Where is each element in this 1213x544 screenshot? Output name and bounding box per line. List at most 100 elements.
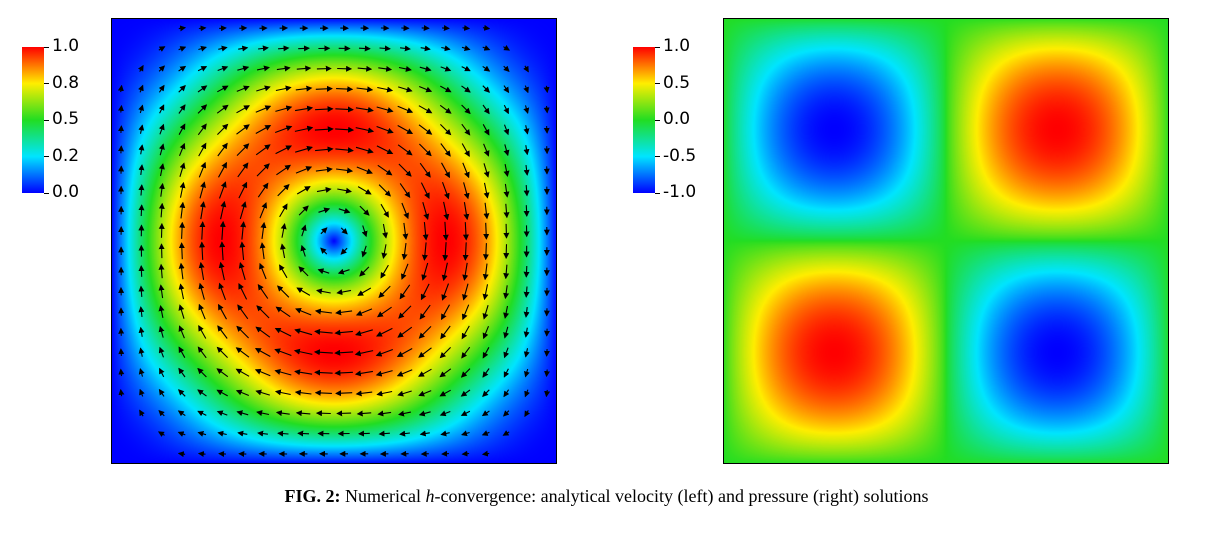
- velocity-arrow: [335, 126, 355, 133]
- velocity-plot-frame: [111, 18, 557, 464]
- velocity-arrow: [340, 247, 348, 255]
- velocity-arrow: [314, 328, 333, 335]
- velocity-arrow: [178, 346, 186, 358]
- velocity-arrow: [338, 207, 351, 214]
- velocity-arrow: [236, 410, 249, 417]
- velocity-arrow: [440, 65, 452, 72]
- velocity-arrow: [335, 147, 354, 154]
- velocity-arrow: [361, 225, 368, 238]
- velocity-arrow: [178, 104, 186, 114]
- velocity-arrow: [197, 104, 208, 114]
- velocity-arrow: [199, 201, 206, 220]
- velocity-arrow: [439, 347, 451, 359]
- velocity-arrow: [461, 45, 471, 51]
- velocity-arrow: [300, 244, 307, 257]
- velocity-arrow: [138, 144, 145, 155]
- velocity-arrow: [482, 305, 489, 320]
- pressure-field-plot: [723, 18, 1169, 464]
- velocity-arrow: [482, 243, 489, 261]
- velocity-arrow: [422, 222, 429, 241]
- velocity-arrow: [439, 104, 452, 114]
- velocity-arrow: [198, 142, 207, 157]
- velocity-arrow: [198, 282, 205, 300]
- velocity-arrow: [355, 127, 375, 134]
- velocity-arrow: [317, 268, 330, 275]
- velocity-arrow: [376, 145, 394, 155]
- velocity-arrow: [138, 84, 144, 93]
- velocity-arrow: [315, 85, 333, 92]
- velocity-arrow: [462, 262, 469, 281]
- velocity-arrow: [503, 368, 510, 378]
- velocity-arrow: [397, 144, 413, 156]
- velocity-arrow: [524, 410, 531, 418]
- velocity-arrow: [440, 430, 450, 437]
- velocity-arrow: [439, 410, 451, 417]
- velocity-arrow: [138, 124, 145, 134]
- velocity-arrow: [279, 243, 286, 259]
- velocity-arrow: [335, 309, 353, 316]
- velocity-arrow: [502, 430, 510, 436]
- velocity-arrow: [138, 326, 145, 337]
- velocity-arrow: [441, 182, 450, 200]
- velocity-arrow: [356, 86, 374, 93]
- velocity-arrow: [483, 182, 490, 199]
- velocity-arrow: [316, 288, 331, 295]
- velocity-arrows: [117, 24, 551, 458]
- velocity-arrow: [523, 327, 530, 338]
- velocity-arrow: [257, 430, 268, 437]
- velocity-arrow: [544, 389, 551, 398]
- velocity-arrow: [420, 182, 430, 199]
- velocity-arrow: [197, 410, 207, 417]
- velocity-arrow: [217, 85, 229, 93]
- velocity-arrow: [524, 368, 530, 378]
- velocity-arrow: [217, 123, 229, 135]
- pressure-colorbar-tick-label: 1.0: [663, 36, 691, 56]
- velocity-arrow: [482, 389, 490, 398]
- velocity-arrow: [355, 308, 373, 316]
- velocity-arrow: [158, 163, 165, 177]
- velocity-arrow: [399, 430, 410, 437]
- velocity-arrow: [483, 163, 490, 178]
- velocity-arrow: [179, 221, 186, 239]
- pressure-colorbar-tick-mark: [655, 192, 660, 194]
- velocity-arrow: [462, 242, 469, 261]
- velocity-arrow: [279, 264, 288, 279]
- velocity-arrow: [298, 266, 309, 277]
- velocity-arrow: [400, 263, 409, 280]
- velocity-arrow: [397, 125, 414, 134]
- velocity-arrow: [336, 167, 354, 174]
- velocity-arrow: [503, 124, 510, 136]
- velocity-arrow: [295, 145, 313, 153]
- velocity-arrow: [418, 410, 431, 417]
- pressure-colorbar-tick-label: -0.5: [663, 145, 697, 166]
- velocity-arrow: [235, 389, 250, 397]
- velocity-arrow: [439, 389, 451, 397]
- velocity-arrow: [396, 348, 413, 357]
- velocity-arrow: [275, 410, 290, 417]
- velocity-arrow: [237, 65, 250, 72]
- velocity-arrow: [276, 65, 291, 72]
- velocity-arrow: [218, 282, 227, 300]
- velocity-arrow: [179, 181, 186, 198]
- velocity-arrow: [356, 410, 372, 417]
- velocity-arrow: [197, 85, 208, 93]
- pressure-heatmap: [723, 18, 1169, 464]
- velocity-arrow: [216, 389, 228, 397]
- velocity-arrow: [418, 85, 433, 93]
- velocity-arrow: [543, 105, 550, 114]
- velocity-arrow: [216, 104, 229, 114]
- velocity-arrow: [315, 106, 334, 113]
- velocity-arrow: [482, 347, 490, 359]
- velocity-arrow: [503, 144, 510, 157]
- velocity-arrow: [295, 307, 312, 316]
- velocity-arrow: [482, 284, 489, 301]
- velocity-arrow: [218, 261, 225, 281]
- velocity-arrow: [334, 349, 354, 356]
- velocity-arrow: [199, 181, 206, 199]
- velocity-arrow: [158, 143, 165, 156]
- velocity-arrow: [337, 187, 352, 194]
- velocity-arrow: [237, 430, 248, 437]
- velocity-arrow: [238, 262, 246, 280]
- velocity-arrow: [402, 222, 409, 240]
- velocity-colorbar-tick-mark: [44, 156, 49, 157]
